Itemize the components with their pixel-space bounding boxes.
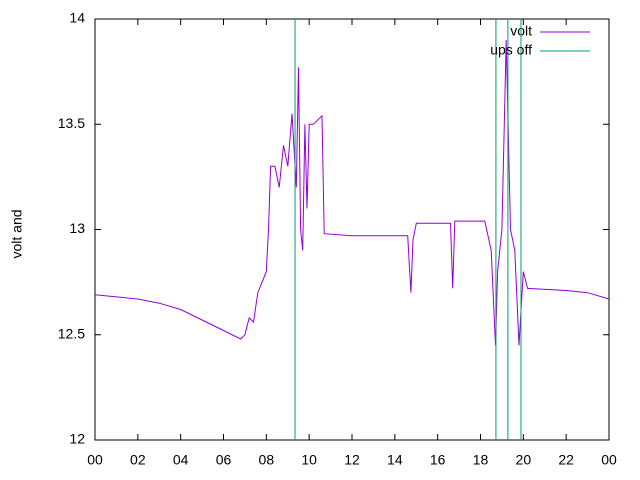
y-tick-label: 12 [69,431,85,447]
x-tick-label: 14 [387,452,403,468]
x-tick-label: 08 [259,452,275,468]
x-tick-label: 04 [173,452,189,468]
x-tick-label: 06 [216,452,232,468]
line [94,39,610,346]
x-tick-label: 18 [473,452,489,468]
x-tick-label: 20 [516,452,532,468]
y-tick-label: 14 [69,10,85,26]
y-tick-label: 12.5 [58,325,85,341]
x-tick-label: 22 [558,452,574,468]
y-tick-label: 13 [69,220,85,236]
plot-border [94,18,610,441]
legend-label: ups off [490,42,532,58]
y-axis-label: volt and [9,209,25,258]
x-tick-label: 12 [344,452,360,468]
x-tick-label: 00 [87,452,103,468]
x-tick-label: 02 [130,452,146,468]
y-tick-label: 13.5 [58,115,85,131]
x-tick-label: 16 [430,452,446,468]
x-tick-label: 00 [601,452,617,468]
x-tick-label: 10 [301,452,317,468]
